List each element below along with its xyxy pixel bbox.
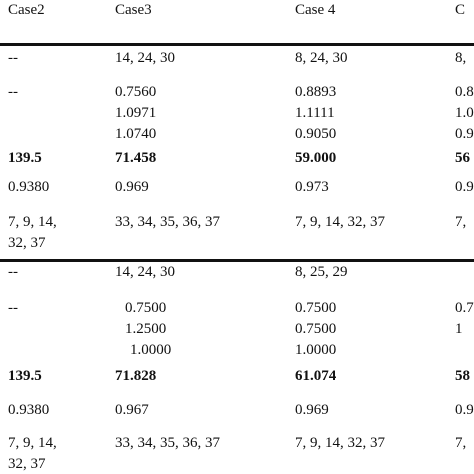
cell: 7, 9, 14, 32, 37 xyxy=(295,214,385,230)
cell: 71.828 xyxy=(115,368,157,384)
cell: 0.7 xyxy=(455,300,474,316)
rule xyxy=(0,259,474,262)
cell: 0.7500 xyxy=(295,300,337,316)
cell: 61.074 xyxy=(295,368,337,384)
cell: -- xyxy=(8,84,18,100)
cell: 0.973 xyxy=(295,179,329,195)
cell: 0.9 xyxy=(455,402,474,418)
cell: 59.000 xyxy=(295,150,337,166)
cell: 7, xyxy=(455,435,467,451)
cell: 1.1111 xyxy=(295,105,335,121)
cell: 1.0 xyxy=(455,105,474,121)
cell: 1.0971 xyxy=(115,105,157,121)
cell: -- xyxy=(8,264,18,280)
cell: 0.7500 xyxy=(295,321,337,337)
cell: 32, 37 xyxy=(8,456,46,472)
cell: 33, 34, 35, 36, 37 xyxy=(115,435,220,451)
cell: 0.9 xyxy=(455,179,474,195)
cell: 1.0740 xyxy=(115,126,157,142)
cell: 1 xyxy=(455,321,463,337)
cell: 14, 24, 30 xyxy=(115,50,175,66)
cell: 32, 37 xyxy=(8,235,46,251)
cell: 7, 9, 14, xyxy=(8,435,57,451)
cell: 33, 34, 35, 36, 37 xyxy=(115,214,220,230)
cell: 1.0000 xyxy=(130,342,172,358)
cell: 8, 24, 30 xyxy=(295,50,348,66)
cell: 0.9380 xyxy=(8,402,50,418)
cell: 7, 9, 14, 32, 37 xyxy=(295,435,385,451)
cell: 0.969 xyxy=(295,402,329,418)
cell: -- xyxy=(8,50,18,66)
header-cell: Case 4 xyxy=(295,2,336,18)
cell: 14, 24, 30 xyxy=(115,264,175,280)
header-cell: Case3 xyxy=(115,2,152,18)
cell: 1.0000 xyxy=(295,342,337,358)
cell: 139.5 xyxy=(8,368,42,384)
cell: 0.7500 xyxy=(125,300,167,316)
cell: 8, 25, 29 xyxy=(295,264,348,280)
cell: 8, xyxy=(455,50,467,66)
cell: 71.458 xyxy=(115,150,157,166)
cell: 0.969 xyxy=(115,179,149,195)
cell: 0.9380 xyxy=(8,179,50,195)
cell: -- xyxy=(8,300,18,316)
cell: 139.5 xyxy=(8,150,42,166)
cell: 0.8893 xyxy=(295,84,337,100)
cell: 1.2500 xyxy=(125,321,167,337)
header-cell: Case2 xyxy=(8,2,45,18)
cell: 0.9050 xyxy=(295,126,337,142)
rule xyxy=(0,43,474,46)
header-cell: C xyxy=(455,2,466,18)
cell: 7, xyxy=(455,214,467,230)
cell: 0.9 xyxy=(455,126,474,142)
cell: 58 xyxy=(455,368,470,384)
cell: 56 xyxy=(455,150,470,166)
cell: 0.8 xyxy=(455,84,474,100)
cell: 0.7560 xyxy=(115,84,157,100)
cell: 7, 9, 14, xyxy=(8,214,57,230)
cell: 0.967 xyxy=(115,402,149,418)
